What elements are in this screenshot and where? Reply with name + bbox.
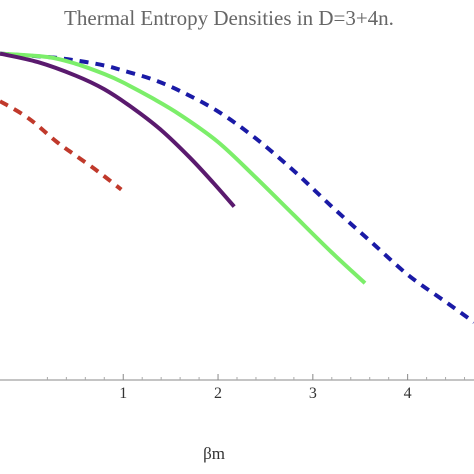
series-group [0, 51, 474, 324]
x-axis: 1 2 3 4 [0, 374, 474, 402]
x-axis-label: βm [203, 444, 225, 463]
x-tick-label: 3 [309, 385, 317, 402]
series-line-1 [0, 51, 474, 324]
series-line-4 [0, 99, 123, 192]
series-line-3 [0, 51, 236, 208]
series-line-2 [0, 51, 367, 285]
chart-title: Thermal Entropy Densities in D=3+4n. [64, 6, 394, 30]
x-tick-label: 1 [119, 385, 127, 402]
x-tick-label: 4 [404, 385, 412, 402]
x-tick-label: 2 [214, 385, 222, 402]
